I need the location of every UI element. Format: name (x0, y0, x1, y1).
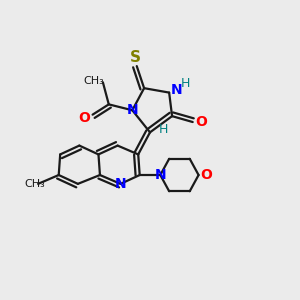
Text: N: N (127, 103, 138, 117)
Text: O: O (78, 111, 90, 124)
Text: H: H (159, 123, 168, 136)
Text: O: O (200, 168, 212, 182)
Text: S: S (130, 50, 141, 65)
Text: O: O (196, 115, 208, 129)
Text: N: N (171, 82, 182, 97)
Text: CH₃: CH₃ (84, 76, 104, 86)
Text: H: H (181, 77, 190, 90)
Text: CH₃: CH₃ (25, 179, 46, 189)
Text: N: N (115, 177, 126, 191)
Text: N: N (154, 168, 166, 182)
